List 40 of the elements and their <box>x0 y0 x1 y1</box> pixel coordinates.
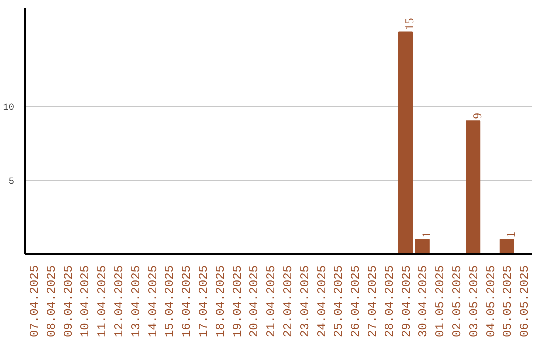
x-tick-label: 24.04.2025 <box>315 265 330 338</box>
y-tick-label: 10 <box>3 102 15 113</box>
data-label: 1 <box>420 232 434 238</box>
bar <box>466 120 481 254</box>
x-tick-label: 02.05.2025 <box>450 265 464 338</box>
x-tick-label: 23.04.2025 <box>298 265 312 338</box>
data-label: 9 <box>470 113 484 120</box>
x-tick-label: 12.04.2025 <box>112 265 126 338</box>
x-tick-label: 06.05.2025 <box>518 265 532 338</box>
x-tick-label: 10.04.2025 <box>78 265 93 338</box>
x-tick-label: 17.04.2025 <box>196 265 211 338</box>
x-tick-label: 25.04.2025 <box>332 265 346 338</box>
x-tick-label: 26.04.2025 <box>349 265 364 338</box>
x-tick-label: 08.04.2025 <box>44 265 59 338</box>
x-tick-label: 15.04.2025 <box>163 265 178 338</box>
x-tick-label: 03.05.2025 <box>467 265 482 338</box>
x-tick-label: 14.04.2025 <box>146 265 160 338</box>
x-tick-label: 07.04.2025 <box>28 265 42 338</box>
data-label: 1 <box>504 232 518 238</box>
x-tick-label: 05.05.2025 <box>501 265 516 338</box>
x-tick-label: 11.04.2025 <box>96 265 110 338</box>
x-tick-label: 13.04.2025 <box>129 265 144 338</box>
x-tick-label: 01.05.2025 <box>434 265 448 338</box>
x-tick-label: 19.04.2025 <box>230 265 245 338</box>
x-tick-label: 20.04.2025 <box>248 265 262 338</box>
x-tick-label: 22.04.2025 <box>281 265 296 338</box>
bar <box>398 32 414 254</box>
data-label: 15 <box>402 18 417 30</box>
x-tick-label: 18.04.2025 <box>214 265 228 338</box>
bar <box>415 239 430 254</box>
x-tick-label: 16.04.2025 <box>180 265 194 338</box>
x-tick-label: 29.04.2025 <box>400 265 414 338</box>
x-tick-label: 04.05.2025 <box>484 265 498 338</box>
y-tick-label: 5 <box>8 176 15 187</box>
x-tick-label: 28.04.2025 <box>382 265 397 338</box>
x-tick-label: 30.04.2025 <box>416 265 431 338</box>
bar <box>500 239 514 254</box>
x-tick-label: 21.04.2025 <box>264 265 279 338</box>
x-tick-label: 27.04.2025 <box>366 265 380 338</box>
x-tick-label: 09.04.2025 <box>62 265 76 338</box>
